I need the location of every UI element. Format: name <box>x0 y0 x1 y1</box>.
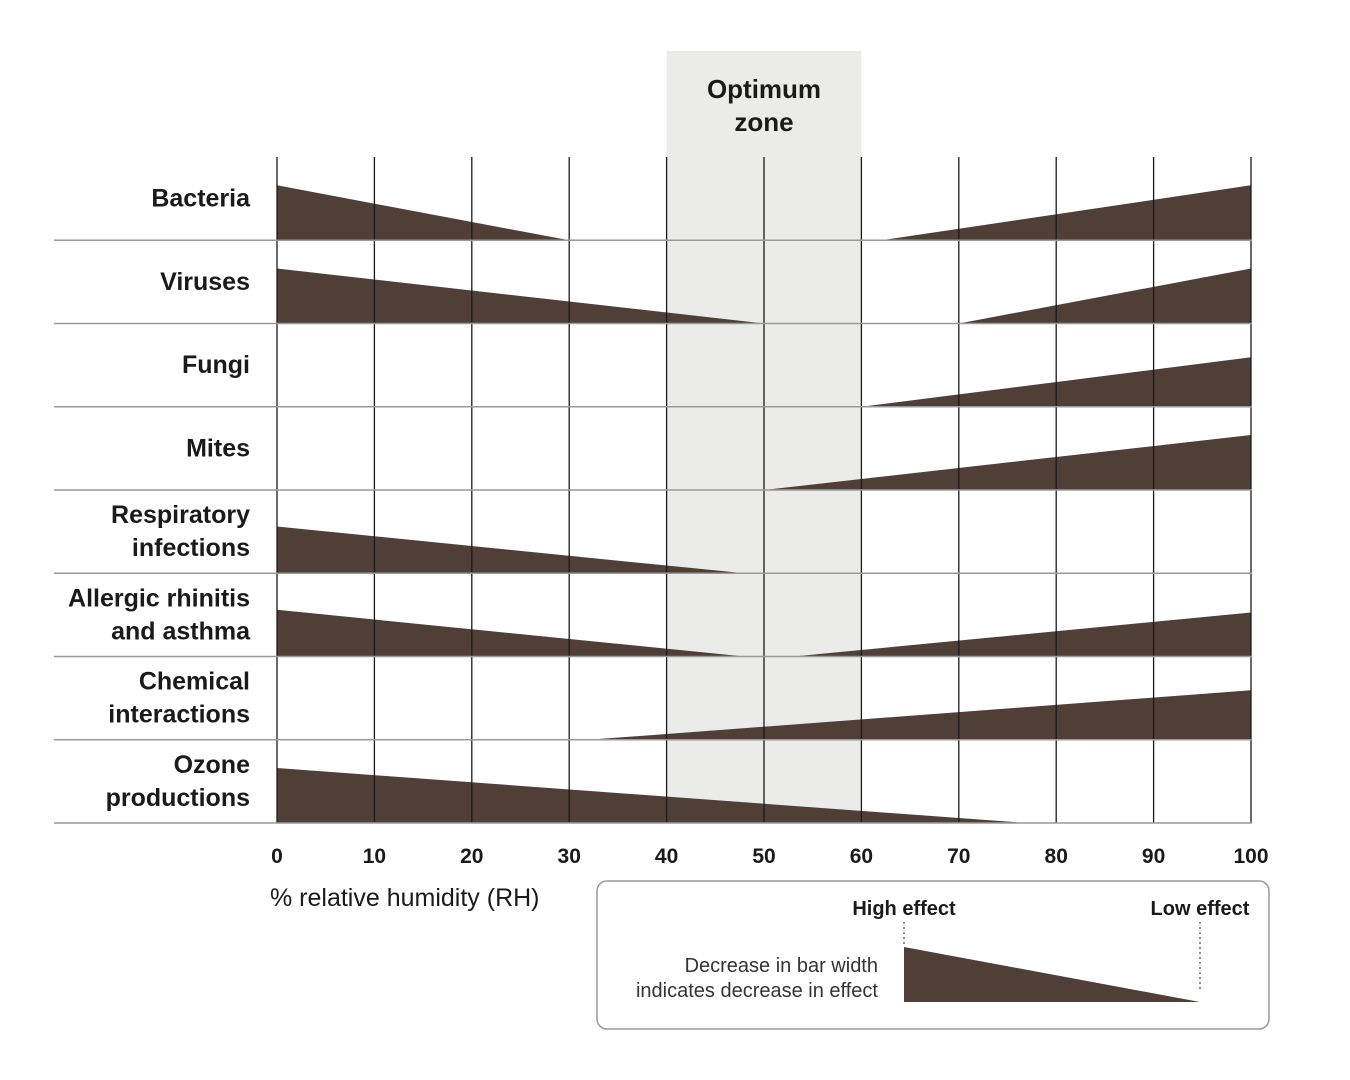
legend-wedge <box>904 947 1200 1002</box>
row-label-5-line-2: infections <box>132 534 250 562</box>
legend-description-line-2: indicates decrease in effect <box>636 980 878 1002</box>
legend-high-label: High effect <box>852 898 956 920</box>
row-label-6-line-1: Allergic rhinitis <box>68 584 250 612</box>
effect-bar-row-7-segment-1 <box>588 690 1251 740</box>
x-tick-label-30: 30 <box>558 845 581 868</box>
effect-bar-row-8-segment-1 <box>277 768 1027 823</box>
optimum-zone-label-line-2: zone <box>734 107 793 137</box>
row-label-7-line-2: interactions <box>108 701 250 729</box>
row-label-5-line-1: Respiratory <box>111 501 250 529</box>
optimum-zone-label-line-1: Optimum <box>707 74 821 104</box>
row-label-4-line-1: Mites <box>186 434 250 462</box>
legend-low-label: Low effect <box>1151 898 1250 920</box>
x-tick-labels: 0 10 20 30 40 50 60 70 80 90 100 <box>271 845 1268 868</box>
effect-bar-row-6-segment-1 <box>277 609 745 657</box>
effect-bar-row-2-segment-1 <box>277 268 764 324</box>
x-tick-label-70: 70 <box>947 845 970 868</box>
x-tick-label-40: 40 <box>655 845 678 868</box>
row-label-2-line-1: Viruses <box>160 268 250 296</box>
legend-description-line-1: Decrease in bar width <box>685 955 878 977</box>
row-label-6-line-2: and asthma <box>111 617 251 645</box>
row-label-1-line-1: Bacteria <box>151 185 251 213</box>
x-tick-label-0: 0 <box>271 845 283 868</box>
x-axis-title: % relative humidity (RH) <box>270 884 540 912</box>
x-tick-label-10: 10 <box>363 845 386 868</box>
x-tick-label-60: 60 <box>850 845 873 868</box>
effect-bar-row-4-segment-1 <box>764 435 1251 490</box>
x-tick-label-100: 100 <box>1233 845 1268 868</box>
x-tick-label-20: 20 <box>460 845 483 868</box>
effect-bar-row-6-segment-2 <box>793 612 1251 657</box>
x-tick-label-90: 90 <box>1142 845 1165 868</box>
row-labels: Bacteria Viruses Fungi Mites Respiratory infe… <box>68 185 251 812</box>
row-label-8-line-1: Ozone <box>174 751 250 779</box>
legend: High effect Low effect Decrease in bar w… <box>596 880 1270 1030</box>
row-label-3-line-1: Fungi <box>182 351 250 379</box>
x-tick-label-50: 50 <box>752 845 775 868</box>
row-separators <box>54 239 1252 824</box>
effect-bar-row-1-segment-2 <box>880 185 1251 241</box>
effect-bar-row-5-segment-1 <box>277 526 745 574</box>
row-label-8-line-2: productions <box>106 784 250 812</box>
x-tick-label-80: 80 <box>1045 845 1068 868</box>
effect-bar-row-1-segment-1 <box>277 185 570 241</box>
effect-bar-row-2-segment-2 <box>958 268 1251 324</box>
row-label-7-line-1: Chemical <box>139 668 250 696</box>
